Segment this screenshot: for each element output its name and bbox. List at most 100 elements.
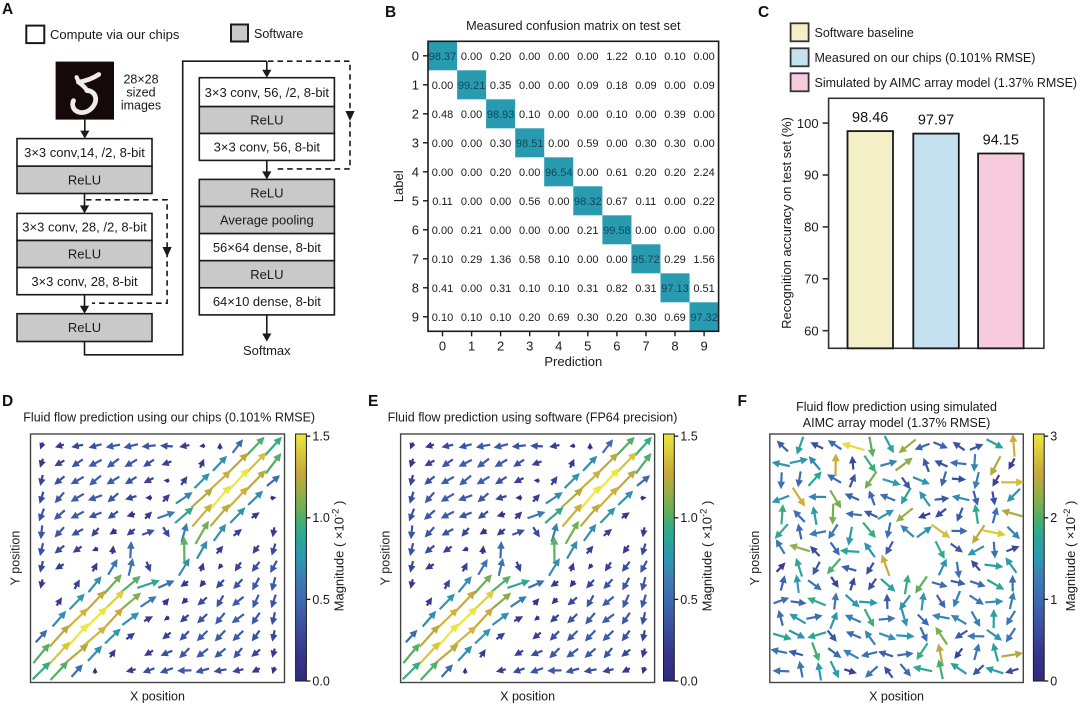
svg-text:99.58: 99.58 <box>603 225 631 237</box>
svg-text:1: 1 <box>412 78 419 93</box>
svg-text:0: 0 <box>1050 674 1057 688</box>
svg-text:0.0: 0.0 <box>312 674 329 688</box>
svg-text:100: 100 <box>797 116 819 131</box>
svg-text:0.29: 0.29 <box>664 254 685 266</box>
svg-text:0.00: 0.00 <box>548 51 569 63</box>
svg-text:0.00: 0.00 <box>548 109 569 121</box>
svg-text:2: 2 <box>497 338 504 353</box>
svg-text:0.10: 0.10 <box>519 283 540 295</box>
svg-text:60: 60 <box>804 323 818 338</box>
svg-text:7: 7 <box>642 338 649 353</box>
svg-text:3×3 conv, 28, 8-bit: 3×3 conv, 28, 8-bit <box>31 274 138 289</box>
svg-text:0.09: 0.09 <box>635 80 656 92</box>
svg-text:0.00: 0.00 <box>461 283 482 295</box>
svg-text:8: 8 <box>412 281 419 296</box>
svg-text:0.00: 0.00 <box>548 138 569 150</box>
svg-text:0.00: 0.00 <box>577 167 598 179</box>
svg-text:3: 3 <box>526 338 533 353</box>
svg-text:0.00: 0.00 <box>693 109 714 121</box>
svg-text:sized: sized <box>126 86 155 100</box>
svg-text:0.00: 0.00 <box>490 196 511 208</box>
svg-text:98.32: 98.32 <box>574 196 602 208</box>
svg-text:3×3 conv,14, /2, 8-bit: 3×3 conv,14, /2, 8-bit <box>24 145 145 160</box>
svg-text:0: 0 <box>439 338 446 353</box>
svg-text:E: E <box>368 393 378 410</box>
svg-text:6: 6 <box>613 338 620 353</box>
svg-text:0.20: 0.20 <box>635 167 656 179</box>
svg-text:Label: Label <box>391 170 406 202</box>
svg-text:97.13: 97.13 <box>661 283 689 295</box>
svg-text:Compute via our chips: Compute via our chips <box>50 27 180 42</box>
svg-text:X position: X position <box>869 690 924 704</box>
svg-text:Fluid flow prediction using ou: Fluid flow prediction using our chips (0… <box>23 411 315 425</box>
svg-text:56×64 dense, 8-bit: 56×64 dense, 8-bit <box>213 240 321 255</box>
svg-text:X position: X position <box>130 690 185 704</box>
svg-text:0.39: 0.39 <box>664 109 685 121</box>
svg-text:0.11: 0.11 <box>636 196 657 208</box>
svg-text:0.30: 0.30 <box>635 138 656 150</box>
svg-text:95.72: 95.72 <box>632 254 660 266</box>
svg-text:96.54: 96.54 <box>545 167 573 179</box>
svg-text:28×28: 28×28 <box>123 73 158 87</box>
svg-text:0.0: 0.0 <box>680 674 697 688</box>
svg-text:0.20: 0.20 <box>664 167 685 179</box>
svg-text:ReLU: ReLU <box>68 320 101 335</box>
svg-text:0.10: 0.10 <box>461 312 482 324</box>
svg-text:Y position: Y position <box>9 531 23 586</box>
svg-text:0.10: 0.10 <box>519 109 540 121</box>
svg-text:Softmax: Softmax <box>243 343 291 358</box>
svg-text:9: 9 <box>412 310 419 325</box>
svg-text:Prediction: Prediction <box>544 354 602 369</box>
svg-text:3×3 conv, 28, /2, 8-bit: 3×3 conv, 28, /2, 8-bit <box>22 220 147 235</box>
svg-text:0.69: 0.69 <box>664 312 685 324</box>
svg-text:0.00: 0.00 <box>519 80 540 92</box>
svg-text:0.00: 0.00 <box>461 51 482 63</box>
svg-text:4: 4 <box>555 338 562 353</box>
svg-text:1.0: 1.0 <box>312 511 329 525</box>
svg-text:0.61: 0.61 <box>606 167 627 179</box>
svg-text:0.00: 0.00 <box>693 225 714 237</box>
svg-text:8: 8 <box>671 338 678 353</box>
svg-text:0.20: 0.20 <box>519 312 540 324</box>
svg-text:0.00: 0.00 <box>432 225 453 237</box>
svg-text:99.21: 99.21 <box>458 80 486 92</box>
svg-text:Magnitude ( ×10-2 ): Magnitude ( ×10-2 ) <box>699 501 715 612</box>
svg-text:0.10: 0.10 <box>664 51 685 63</box>
svg-text:0.00: 0.00 <box>577 254 598 266</box>
svg-text:0.10: 0.10 <box>432 254 453 266</box>
svg-text:0.00: 0.00 <box>606 254 627 266</box>
svg-text:Recognition accuracy on test s: Recognition accuracy on test set (%) <box>779 117 794 329</box>
svg-text:97.32: 97.32 <box>690 312 718 324</box>
svg-text:3×3 conv, 56, /2, 8-bit: 3×3 conv, 56, /2, 8-bit <box>205 85 330 100</box>
svg-text:3: 3 <box>1050 430 1057 444</box>
svg-text:3×3 conv, 56, 8-bit: 3×3 conv, 56, 8-bit <box>214 140 321 155</box>
svg-text:0.00: 0.00 <box>664 196 685 208</box>
svg-text:1: 1 <box>1050 593 1057 607</box>
svg-text:3: 3 <box>412 136 419 151</box>
svg-text:images: images <box>121 99 161 113</box>
svg-text:0.30: 0.30 <box>635 312 656 324</box>
svg-text:0.00: 0.00 <box>548 80 569 92</box>
svg-text:0.00: 0.00 <box>461 109 482 121</box>
svg-text:0.82: 0.82 <box>606 283 627 295</box>
svg-text:AIMC array model (1.37% RMSE): AIMC array model (1.37% RMSE) <box>803 416 991 430</box>
svg-text:98.93: 98.93 <box>487 109 515 121</box>
svg-text:Software: Software <box>254 27 303 41</box>
svg-text:5: 5 <box>412 194 419 209</box>
svg-text:0.00: 0.00 <box>606 138 627 150</box>
svg-text:Average pooling: Average pooling <box>220 213 314 228</box>
svg-text:0.10: 0.10 <box>432 312 453 324</box>
svg-text:0.10: 0.10 <box>548 254 569 266</box>
svg-text:ReLU: ReLU <box>250 267 283 282</box>
svg-text:0.41: 0.41 <box>432 283 453 295</box>
svg-text:94.15: 94.15 <box>983 133 1019 149</box>
svg-text:0.09: 0.09 <box>577 80 598 92</box>
svg-text:0.21: 0.21 <box>461 225 482 237</box>
svg-text:6: 6 <box>412 223 419 238</box>
svg-text:5: 5 <box>584 338 591 353</box>
svg-text:0.09: 0.09 <box>693 80 714 92</box>
svg-text:0.20: 0.20 <box>490 167 511 179</box>
svg-text:1: 1 <box>468 338 475 353</box>
svg-text:Y position: Y position <box>379 531 393 586</box>
svg-text:4: 4 <box>412 165 419 180</box>
